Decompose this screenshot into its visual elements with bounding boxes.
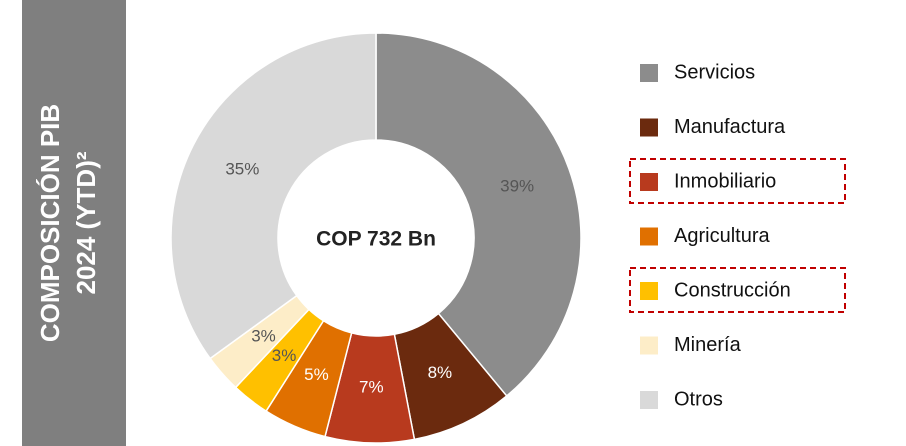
legend-highlight [629, 158, 846, 204]
donut-slice [170, 32, 377, 360]
title-group: COMPOSICIÓN PIB 2024 (YTD)² [35, 104, 101, 342]
legend-label: Minería [674, 334, 742, 356]
legend-swatch [640, 336, 658, 355]
legend-highlight [629, 267, 846, 313]
legend-swatch [640, 64, 658, 82]
legend-swatch [640, 173, 658, 191]
legend-swatch [640, 227, 658, 246]
slice-label: 7% [359, 377, 384, 396]
slice-label: 35% [225, 159, 259, 178]
slice-label: 3% [251, 327, 276, 346]
center-label: COP 732 Bn [316, 228, 436, 251]
legend-label: Inmobiliario [674, 170, 776, 192]
legend-label: Manufactura [674, 116, 786, 138]
legend-swatch [640, 118, 658, 137]
slice-label: 8% [428, 363, 453, 382]
slice-label: 5% [304, 365, 329, 384]
legend-swatch [640, 282, 658, 300]
legend-label: Otros [674, 388, 723, 410]
title-band [22, 0, 126, 446]
legend-label: Agricultura [674, 225, 770, 247]
title-line: 2024 (YTD)² [71, 151, 101, 294]
title-line: COMPOSICIÓN PIB [35, 104, 65, 342]
legend-label: Servicios [674, 61, 755, 83]
legend-swatch [640, 391, 658, 409]
slice-label: 3% [272, 346, 297, 365]
donut-slice [375, 32, 582, 398]
slice-label: 39% [500, 177, 534, 196]
legend-label: Construcción [674, 279, 791, 301]
